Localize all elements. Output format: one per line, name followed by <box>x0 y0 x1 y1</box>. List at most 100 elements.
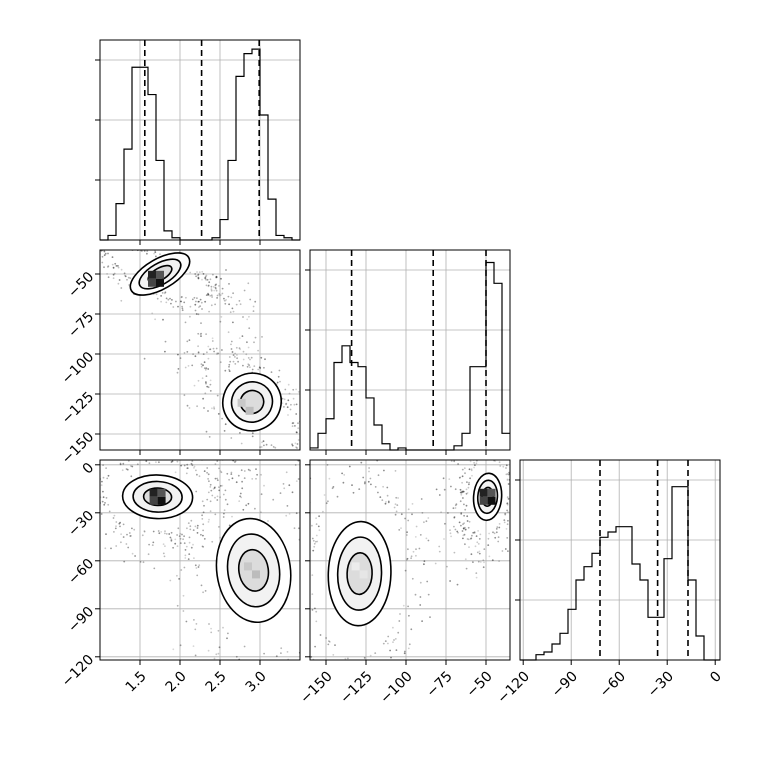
sample-point <box>146 250 149 252</box>
sample-point <box>454 507 457 509</box>
sample-point <box>518 530 520 532</box>
sample-point <box>179 532 182 535</box>
sample-point <box>186 467 189 469</box>
sample-point <box>126 455 128 457</box>
sample-point <box>88 241 90 243</box>
sample-point <box>228 370 231 372</box>
sample-point <box>183 535 186 538</box>
sample-point <box>458 521 461 524</box>
sample-point <box>220 294 222 296</box>
sample-point <box>180 296 183 299</box>
sample-point <box>308 452 310 454</box>
sample-point <box>319 634 322 636</box>
sample-point <box>47 214 49 216</box>
sample-point <box>205 367 208 370</box>
sample-point <box>460 491 463 494</box>
sample-point <box>105 467 107 469</box>
sample-point <box>123 242 125 244</box>
sample-point <box>211 454 213 456</box>
sample-point <box>96 233 98 235</box>
sample-point <box>216 499 219 501</box>
sample-point <box>105 497 108 499</box>
sample-point <box>347 657 349 660</box>
sample-point <box>286 406 289 409</box>
sample-point <box>387 642 389 645</box>
sample-point <box>233 664 235 666</box>
sample-point <box>259 446 261 448</box>
sample-point <box>331 685 333 687</box>
sample-point <box>281 669 283 671</box>
sample-point <box>498 461 501 464</box>
sample-point <box>117 447 119 449</box>
sample-point <box>187 456 189 458</box>
sample-point <box>461 530 464 532</box>
sample-point <box>246 365 249 368</box>
sample-point <box>180 569 183 571</box>
sample-point <box>491 559 494 562</box>
sample-point <box>468 483 470 486</box>
sample-point <box>91 255 93 257</box>
sample-point <box>463 514 465 517</box>
sample-point <box>425 537 428 540</box>
sample-point <box>199 455 201 457</box>
sample-point <box>250 356 253 359</box>
sample-point <box>494 455 496 457</box>
sample-point <box>488 555 491 558</box>
sample-point <box>207 478 210 480</box>
sample-point <box>442 477 445 480</box>
sample-point <box>112 229 114 231</box>
sample-point <box>453 525 455 528</box>
x-tick-label: −30 <box>645 668 677 700</box>
sample-point <box>267 520 269 522</box>
sample-point <box>294 464 297 466</box>
sample-point <box>341 682 343 684</box>
sample-point <box>46 536 48 538</box>
pair-panel-0-2 <box>46 447 333 693</box>
sample-point <box>320 444 322 446</box>
sample-point <box>92 233 94 235</box>
sample-point <box>102 490 104 493</box>
sample-point <box>207 649 210 652</box>
sample-point <box>400 513 403 516</box>
sample-point <box>407 548 409 551</box>
sample-point <box>214 284 217 287</box>
sample-point <box>197 332 200 335</box>
sample-point <box>93 507 95 509</box>
sample-point <box>223 299 226 302</box>
sample-point <box>237 691 239 693</box>
sample-point <box>296 447 298 449</box>
sample-point <box>470 468 473 471</box>
sample-point <box>287 414 289 416</box>
sample-point <box>204 300 207 303</box>
sample-point <box>450 535 452 538</box>
sample-point <box>406 557 409 560</box>
sample-point <box>199 305 202 307</box>
sample-point <box>465 488 468 491</box>
sample-point <box>346 670 348 672</box>
y-tick-label: −30 <box>65 508 97 540</box>
sample-point <box>197 352 200 355</box>
sample-point <box>463 467 466 470</box>
sample-point <box>209 348 211 351</box>
sample-point <box>487 457 489 459</box>
sample-point <box>207 293 210 296</box>
sample-point <box>201 514 204 517</box>
sample-point <box>506 496 509 499</box>
sample-point <box>131 465 134 468</box>
sample-point <box>308 495 310 497</box>
sample-point <box>284 490 286 492</box>
sample-point <box>213 289 216 292</box>
sample-point <box>115 521 118 523</box>
sample-point <box>172 306 175 308</box>
sample-point <box>408 614 410 617</box>
sample-point <box>223 430 226 432</box>
sample-point <box>343 439 345 441</box>
sample-point <box>511 530 513 532</box>
sample-point <box>230 437 233 439</box>
sample-point <box>80 266 82 268</box>
sample-point <box>120 287 123 289</box>
sample-point <box>101 480 103 483</box>
sample-point <box>498 523 501 525</box>
sample-point <box>285 432 287 434</box>
sample-point <box>490 430 492 432</box>
